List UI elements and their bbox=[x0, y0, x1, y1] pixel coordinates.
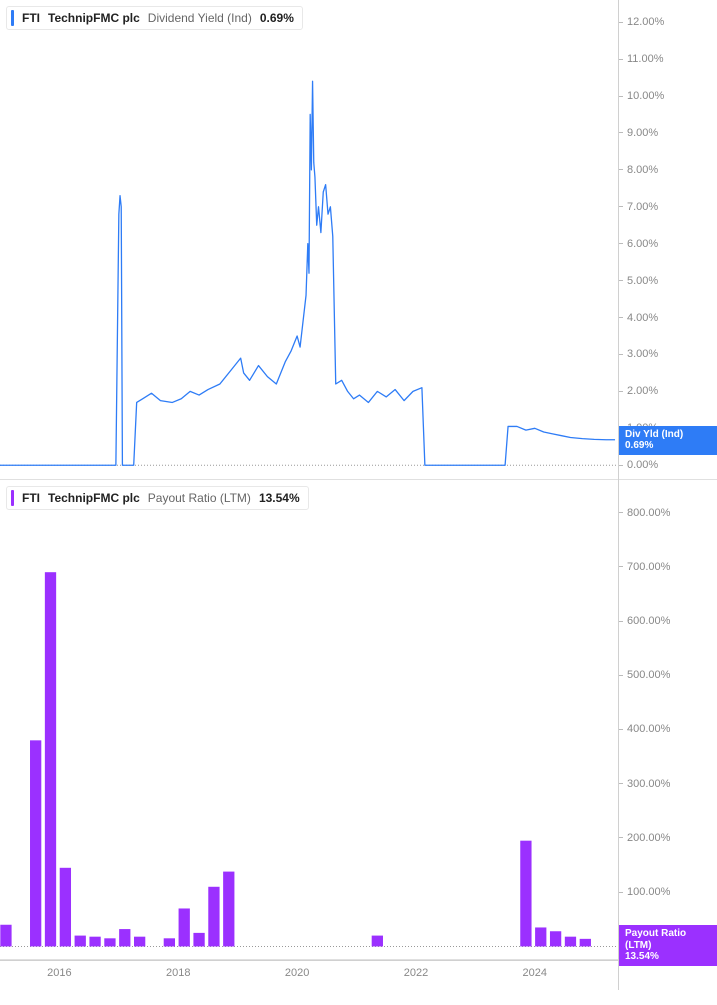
y-axis: 100.00% 200.00% 300.00% 400.00% 500.00% 600.0… bbox=[618, 480, 717, 960]
payout-ratio-bar bbox=[179, 908, 190, 946]
x-tick: 2016 bbox=[47, 967, 71, 979]
y-tick: 4.00% bbox=[619, 312, 658, 324]
y-tick-label: 300.00% bbox=[627, 778, 670, 790]
y-tick-label: 5.00% bbox=[627, 275, 658, 287]
y-tick: 600.00% bbox=[619, 615, 670, 627]
payout-ratio-bar bbox=[535, 927, 546, 946]
y-tick: 400.00% bbox=[619, 723, 670, 735]
payout-ratio-bar bbox=[134, 937, 145, 947]
y-tick-label: 11.00% bbox=[627, 53, 664, 65]
y-tick: 7.00% bbox=[619, 201, 658, 213]
payout-ratio-bar bbox=[208, 887, 219, 947]
payout-ratio-bar bbox=[372, 936, 383, 947]
legend-marker bbox=[11, 490, 14, 506]
y-tick-label: 6.00% bbox=[627, 238, 658, 250]
y-tick: 8.00% bbox=[619, 164, 658, 176]
payout-ratio-bar bbox=[104, 938, 115, 946]
y-tick: 300.00% bbox=[619, 778, 670, 790]
y-tick: 700.00% bbox=[619, 561, 670, 573]
payout-ratio-bar bbox=[89, 937, 100, 947]
y-tick-label: 700.00% bbox=[627, 561, 670, 573]
legend-series-value: 0.69% bbox=[260, 11, 294, 25]
payout-ratio-bar bbox=[0, 925, 11, 947]
y-tick: 0.00% bbox=[619, 459, 658, 471]
x-tick: 2024 bbox=[523, 967, 547, 979]
x-tick: 2022 bbox=[404, 967, 428, 979]
payout-ratio-bar bbox=[75, 936, 86, 947]
y-axis: 0.00%1.00%2.00%3.00%4.00%5.00%6.00%7.00%… bbox=[618, 0, 717, 480]
x-axis: 2016 2018 2020 2022 2024 bbox=[0, 960, 618, 990]
y-tick: 2.00% bbox=[619, 385, 658, 397]
y-tick-label: 9.00% bbox=[627, 127, 658, 139]
y-tick-label: 100.00% bbox=[627, 886, 670, 898]
legend-company: TechnipFMC plc bbox=[48, 491, 140, 505]
chart-legend: FTI TechnipFMC plc Payout Ratio (LTM) 13.54… bbox=[6, 486, 309, 510]
legend-series-value: 13.54% bbox=[259, 491, 300, 505]
dividend-yield-panel: FTI TechnipFMC plc Dividend Yield (Ind) 0.6… bbox=[0, 0, 717, 480]
payout-ratio-bar bbox=[565, 937, 576, 947]
payout-ratio-bar bbox=[30, 740, 41, 946]
x-tick: 2020 bbox=[285, 967, 309, 979]
y-tick: 5.00% bbox=[619, 275, 658, 287]
y-tick-label: 0.00% bbox=[627, 459, 658, 471]
payout-ratio-panel: FTITechnipFMC plcPayout Ratio (LTM)13.54… bbox=[0, 480, 717, 960]
payout-ratio-bar bbox=[223, 872, 234, 947]
legend-ticker: FTI bbox=[22, 11, 40, 25]
y-tick: 3.00% bbox=[619, 348, 658, 360]
legend-ticker: FTI bbox=[22, 491, 40, 505]
legend-company: TechnipFMC plc bbox=[48, 11, 140, 25]
y-tick-label: 12.00% bbox=[627, 16, 664, 28]
y-tick-label: 800.00% bbox=[627, 507, 670, 519]
payout-ratio-bar bbox=[119, 929, 130, 946]
value-flag: Payout Ratio (LTM)13.54% bbox=[619, 925, 717, 966]
payout-ratio-bar bbox=[193, 933, 204, 947]
dividend-yield-line bbox=[0, 81, 615, 465]
value-flag: Div Yld (Ind)0.69% bbox=[619, 426, 717, 455]
legend-series-name: Payout Ratio (LTM) bbox=[148, 491, 251, 505]
payout-ratio-bar bbox=[550, 931, 561, 946]
x-tick: 2018 bbox=[166, 967, 190, 979]
y-tick: 12.00% bbox=[619, 16, 664, 28]
value-flag-value: 13.54% bbox=[625, 951, 711, 963]
y-tick-label: 500.00% bbox=[627, 669, 670, 681]
value-flag-value: 0.69% bbox=[625, 440, 711, 452]
y-tick: 11.00% bbox=[619, 53, 664, 65]
y-tick-label: 4.00% bbox=[627, 312, 658, 324]
y-tick-label: 200.00% bbox=[627, 832, 670, 844]
y-tick-label: 8.00% bbox=[627, 164, 658, 176]
line-chart-svg bbox=[0, 0, 618, 480]
payout-ratio-bar bbox=[164, 938, 175, 946]
y-tick: 500.00% bbox=[619, 669, 670, 681]
value-flag-title: Payout Ratio (LTM) bbox=[625, 928, 711, 951]
legend-marker bbox=[11, 10, 14, 26]
payout-ratio-bar bbox=[60, 868, 71, 947]
payout-ratio-bar bbox=[45, 572, 56, 946]
y-tick: 9.00% bbox=[619, 127, 658, 139]
y-tick: 6.00% bbox=[619, 238, 658, 250]
y-tick: 10.00% bbox=[619, 90, 664, 102]
y-tick-label: 400.00% bbox=[627, 723, 670, 735]
y-tick: 100.00% bbox=[619, 886, 670, 898]
y-tick-label: 2.00% bbox=[627, 385, 658, 397]
payout-ratio-bar bbox=[520, 841, 531, 947]
chart-legend: FTI TechnipFMC plc Dividend Yield (Ind) 0.6… bbox=[6, 6, 303, 30]
y-tick: 800.00% bbox=[619, 507, 670, 519]
bar-chart-svg bbox=[0, 480, 618, 960]
y-tick-label: 7.00% bbox=[627, 201, 658, 213]
y-tick: 200.00% bbox=[619, 832, 670, 844]
y-tick-label: 10.00% bbox=[627, 90, 664, 102]
y-tick-label: 600.00% bbox=[627, 615, 670, 627]
payout-ratio-bar bbox=[580, 939, 591, 947]
value-flag-title: Div Yld (Ind) bbox=[625, 429, 711, 441]
y-tick-label: 3.00% bbox=[627, 348, 658, 360]
legend-series-name: Dividend Yield (Ind) bbox=[148, 11, 252, 25]
